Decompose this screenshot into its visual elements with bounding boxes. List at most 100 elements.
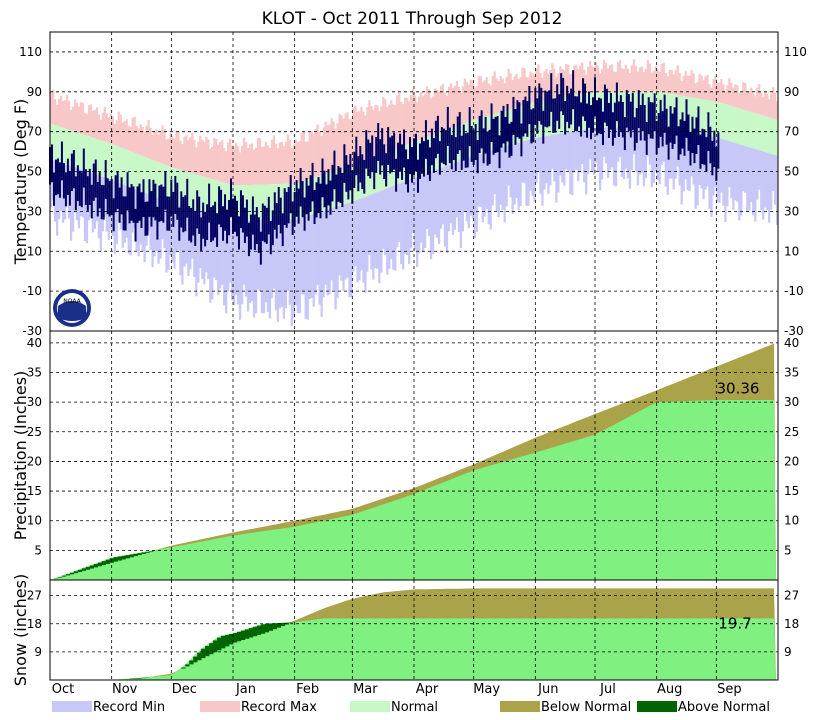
record-max-bar [602,60,606,92]
record-min-bar [352,201,355,272]
normal-bar [149,159,152,195]
normal-bar [119,147,122,184]
temp-ytick-right: 30 [784,204,799,218]
record-max-bar [704,76,707,100]
precip-above-normal-bar [89,565,95,569]
normal-bar [720,102,723,139]
record-max-bar [264,141,268,185]
record-max-bar [618,60,622,92]
temp-ytick-right: 70 [784,125,799,139]
record-min-bar [531,138,534,196]
record-min-bar [201,212,204,280]
normal-bar [183,171,186,207]
normal-bar [201,176,204,213]
precip-above-normal-bar [133,553,138,557]
temp-ytick-left: -10 [22,284,42,298]
record-max-bar [79,102,83,134]
record-min-bar [565,132,568,170]
normal-bar [770,117,773,154]
precip-ytick-right: 15 [784,484,799,498]
record-min-bar [248,220,252,304]
record-min-bar [509,145,512,198]
normal-bar [157,162,160,199]
precip-above-normal-bar [129,554,134,558]
record-max-bar [254,147,258,185]
record-min-bar [684,132,687,180]
normal-bar [256,184,260,221]
precip-above-normal-bar [61,575,67,577]
record-max-bar [342,118,345,169]
normal-bar [270,184,274,221]
record-max-bar [505,76,508,111]
record-min-bar [412,178,415,234]
record-max-bar [547,73,550,100]
noaa-logo: NOAA [53,289,91,327]
normal-bar [710,100,713,137]
precip-above-normal-bar [113,557,118,562]
snow-above-normal-bar [221,635,226,649]
record-min-bar [674,130,677,179]
record-min-bar [608,127,612,171]
normal-bar [117,146,120,183]
record-min-bar [250,220,254,302]
record-max-bar [406,97,409,145]
record-max-bar [459,93,463,125]
record-max-bar [551,63,554,100]
normal-bar [236,185,240,222]
record-min-bar [740,144,743,216]
record-max-bar [63,100,67,129]
record-max-bar [388,104,391,152]
record-max-bar [336,123,339,171]
snow-above-normal-bar [280,622,286,627]
record-min-bar [505,146,508,207]
precip-above-normal-bar [93,564,99,568]
record-max-bar [412,88,415,143]
record-max-bar [692,73,695,98]
record-max-bar [595,62,598,92]
temp-ytick-left: -30 [22,324,42,338]
record-max-bar [217,144,220,181]
normal-bar [726,104,729,141]
record-max-bar [169,132,172,167]
normal-bar [704,99,707,136]
record-min-bar [495,149,498,212]
record-max-bar [213,138,216,180]
record-min-bar [205,213,208,273]
record-max-bar [99,119,103,141]
normal-bar [740,108,743,145]
record-max-bar [449,83,453,129]
normal-bar [666,93,669,130]
record-max-bar [742,82,745,110]
normal-bar [65,129,69,165]
record-max-bar [674,70,677,95]
record-min-bar [262,220,266,314]
record-min-bar [567,132,570,171]
normal-bar [246,185,250,221]
record-min-bar [666,129,669,195]
normal-bar [475,119,478,156]
record-max-bar [340,115,343,170]
record-max-bar [425,86,429,138]
record-max-bar [236,146,240,186]
record-max-bar [302,132,305,182]
record-min-bar [762,151,765,220]
record-max-bar [497,80,500,113]
record-max-bar [439,85,443,133]
record-min-bar [242,221,246,285]
record-max-bar [119,114,122,148]
chart-title: KLOT - Oct 2011 Through Sep 2012 [262,9,563,29]
record-max-bar [591,65,594,93]
record-min-bar [431,170,435,255]
record-max-bar [529,71,532,104]
normal-bar [75,132,79,169]
record-max-bar [487,83,490,116]
record-min-bar [207,213,210,280]
record-min-bar [680,131,683,205]
normal-bar [728,105,731,142]
record-max-bar [95,107,99,139]
precip-above-normal-bar [77,569,83,572]
record-min-bar [614,127,618,187]
legend-label: Normal [391,700,438,715]
record-min-bar [626,127,630,179]
record-min-bar [577,130,580,182]
